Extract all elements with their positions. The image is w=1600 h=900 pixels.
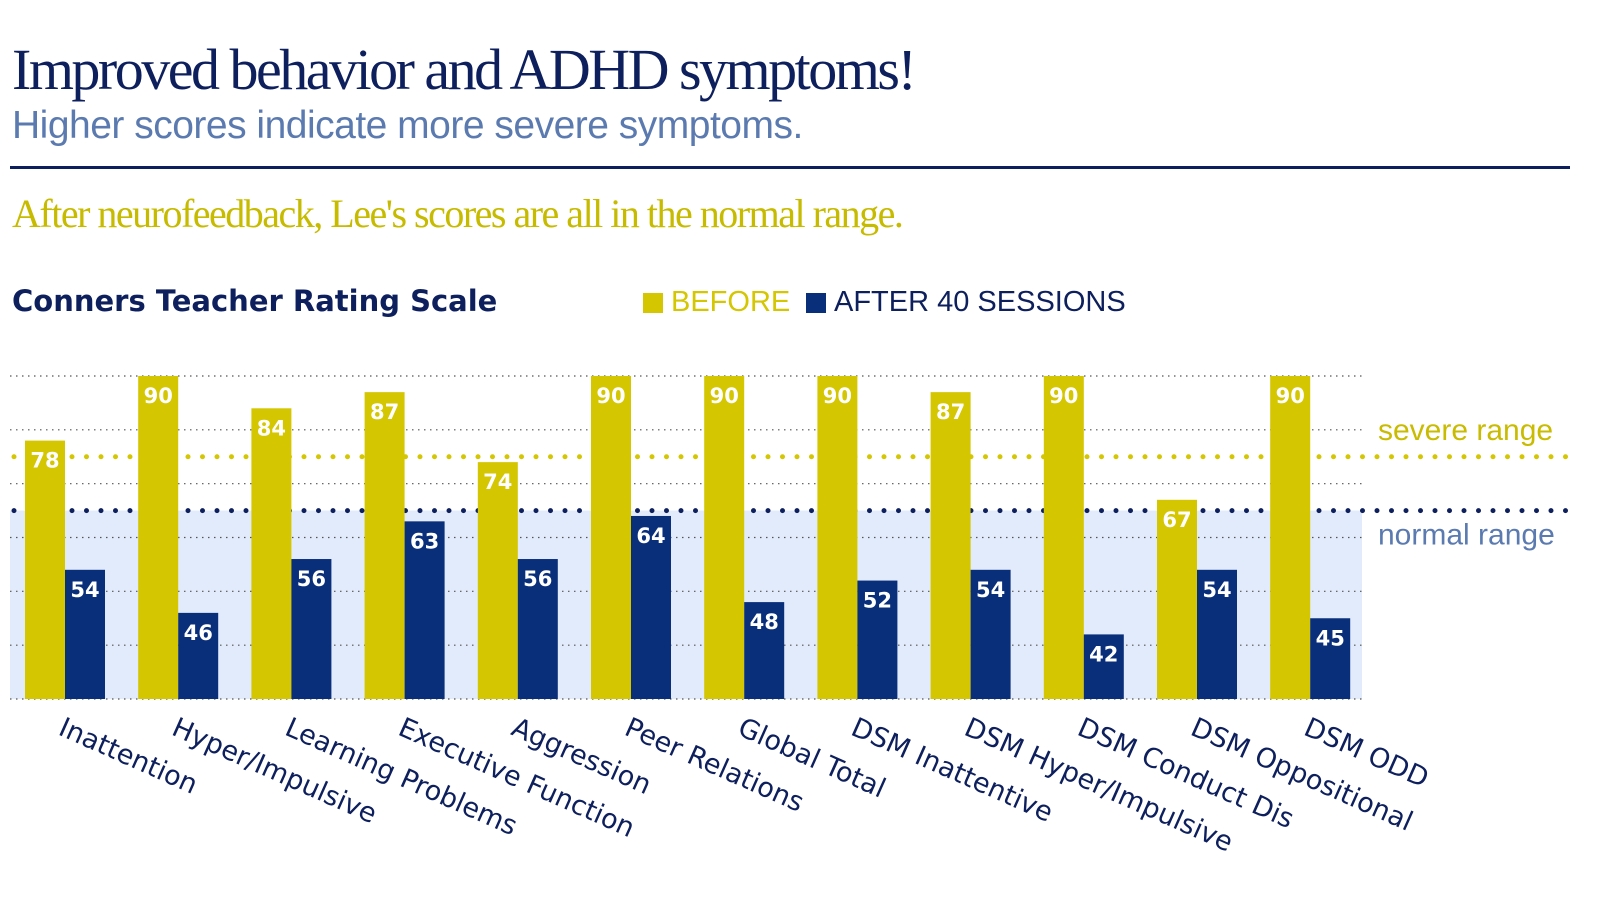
data-label-before: 87 — [370, 400, 399, 424]
bar-after — [291, 559, 332, 699]
bar-before — [364, 392, 405, 699]
bar-before — [138, 376, 179, 699]
bar-before — [1157, 499, 1197, 699]
data-label-after: 42 — [1089, 642, 1118, 666]
data-label-before: 74 — [483, 470, 512, 494]
summary-note: After neurofeedback, Lee's scores are al… — [12, 191, 904, 236]
legend-before: BEFORE — [643, 286, 790, 319]
bar-before — [704, 376, 745, 699]
page-subtitle: Higher scores indicate more severe sympt… — [12, 104, 803, 147]
bar-after — [65, 569, 105, 699]
legend-after: AFTER 40 SESSIONS — [806, 286, 1126, 319]
bar-after — [857, 580, 898, 699]
data-label-before: 87 — [936, 400, 965, 424]
bar-before — [1043, 376, 1084, 699]
bar-after — [178, 612, 219, 699]
divider — [10, 166, 1570, 169]
data-label-after: 54 — [70, 578, 99, 602]
data-label-before: 78 — [30, 449, 59, 473]
bar-after — [970, 569, 1011, 699]
legend-swatch-after — [806, 292, 826, 313]
data-label-after: 54 — [976, 578, 1005, 602]
bar-before — [25, 440, 65, 699]
bar-after — [1083, 634, 1124, 699]
data-label-after: 48 — [750, 610, 779, 634]
data-label-after: 45 — [1316, 626, 1345, 650]
bar-before — [930, 392, 971, 699]
bar-before — [591, 376, 631, 699]
data-label-after: 64 — [636, 524, 665, 548]
bar-after — [744, 602, 785, 699]
bar-before — [251, 408, 292, 699]
data-label-after: 52 — [863, 589, 892, 613]
reference-label-severe: severe range — [1378, 414, 1553, 447]
data-label-after: 56 — [297, 567, 326, 591]
page-title: Improved behavior and ADHD symptoms! — [12, 37, 917, 102]
normal-range-band — [10, 510, 1362, 699]
legend-swatch-before — [643, 292, 663, 313]
bar-after — [404, 521, 445, 699]
data-label-before: 90 — [596, 384, 625, 408]
data-label-after: 63 — [410, 529, 439, 553]
data-label-before: 90 — [823, 384, 852, 408]
chart-title: Conners Teacher Rating Scale — [12, 284, 498, 318]
bar-before — [817, 376, 858, 699]
data-label-before: 90 — [1049, 384, 1078, 408]
data-label-before: 67 — [1162, 508, 1191, 532]
bar-after — [517, 559, 558, 699]
data-label-before: 90 — [144, 384, 173, 408]
reference-label-normal: normal range — [1378, 519, 1555, 552]
data-label-before: 90 — [1276, 384, 1305, 408]
data-label-after: 56 — [523, 567, 552, 591]
bar-after — [631, 515, 671, 699]
bar-after — [1197, 569, 1237, 699]
data-label-before: 90 — [710, 384, 739, 408]
data-label-before: 84 — [257, 416, 286, 440]
legend-label-after: AFTER 40 SESSIONS — [834, 286, 1126, 318]
data-label-after: 46 — [184, 621, 213, 645]
data-label-after: 54 — [1202, 578, 1231, 602]
bar-before — [1270, 376, 1311, 699]
legend-label-before: BEFORE — [671, 286, 791, 318]
bar-before — [477, 462, 518, 699]
bar-after — [1310, 618, 1351, 699]
